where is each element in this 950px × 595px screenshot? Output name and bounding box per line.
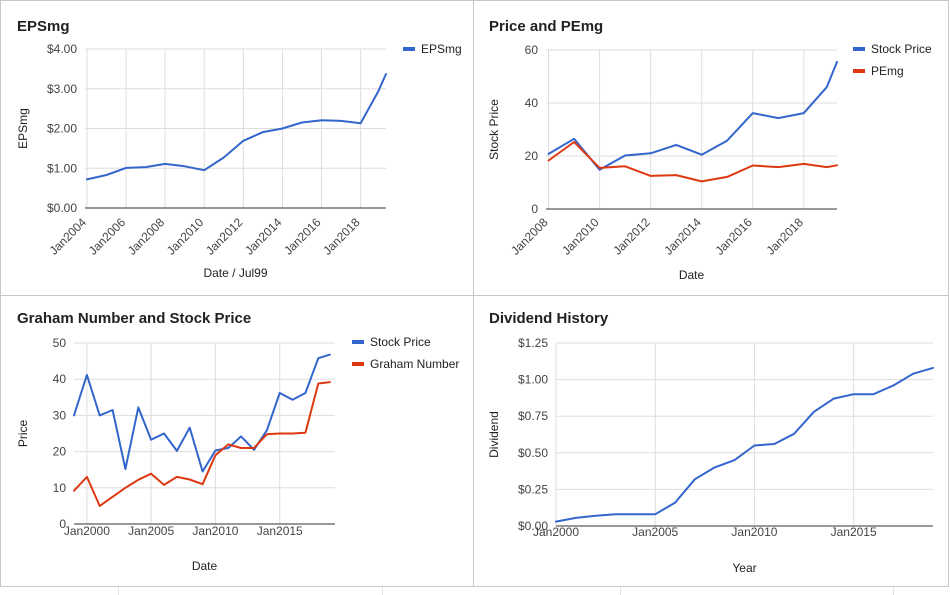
x-tick-label: Jan2005	[128, 524, 174, 538]
legend-label: Graham Number	[370, 357, 459, 371]
y-tick-label: $3.00	[47, 82, 77, 96]
x-tick-label: Jan2015	[257, 524, 303, 538]
x-tick-label: Jan2010	[559, 215, 602, 258]
chart-panel-graham-number: Graham Number and Stock Price 0 10 20 30 40 50…	[0, 295, 474, 587]
legend-swatch	[403, 47, 415, 51]
chart-title: Dividend History	[489, 310, 609, 327]
y-tick-label: $2.00	[47, 122, 77, 136]
legend-swatch	[853, 69, 865, 73]
strip-divider	[620, 587, 621, 595]
series-line-1	[547, 60, 838, 171]
x-tick-label: Jan2012	[610, 215, 653, 258]
legend-label: PEmg	[871, 64, 904, 78]
y-axis-label: Price	[16, 420, 30, 448]
legend-label: EPSmg	[421, 42, 462, 56]
y-tick-label: $1.25	[518, 336, 548, 350]
series-line-2	[547, 141, 838, 183]
x-tick-label: Jan2016	[712, 215, 755, 258]
chart-panel-epsmg: EPSmg $0.00 $1.00 $2.00 $3.00 $4.00 Jan2004 Jan…	[0, 0, 474, 296]
series-line-2	[73, 381, 331, 507]
x-tick-label: Jan2010	[731, 525, 777, 539]
x-axis-label: Date	[679, 268, 705, 282]
y-axis-label: Dividend	[487, 411, 501, 458]
y-tick-label: 10	[53, 481, 67, 495]
x-tick-label: Jan2004	[47, 215, 90, 258]
x-tick-label: Jan2012	[203, 215, 246, 258]
y-tick-label: $0.00	[47, 201, 77, 215]
y-tick-label: 60	[525, 43, 539, 57]
bottom-strip	[0, 587, 950, 595]
chart-svg-epsmg: EPSmg$0.00$1.00$2.00$3.00$4.00Jan2004Jan…	[16, 18, 462, 280]
chart-title: Price and PEmg	[489, 18, 603, 35]
series-line-1	[555, 366, 934, 523]
y-tick-label: $1.00	[47, 161, 77, 175]
x-tick-label: Jan2016	[281, 215, 324, 258]
series-line-1	[86, 73, 387, 181]
strip-divider	[118, 587, 119, 595]
chart-panel-dividend-history: Dividend History $0.00 $0.25 $0.50 $0.75 $1.0…	[473, 295, 949, 587]
y-tick-label: $0.25	[518, 482, 548, 496]
x-tick-label: Jan2008	[125, 215, 168, 258]
legend-swatch	[352, 340, 364, 344]
y-tick-label: 40	[53, 372, 67, 386]
x-tick-label: Jan2018	[320, 215, 363, 258]
legend-label: Stock Price	[871, 42, 932, 56]
y-tick-label: $0.50	[518, 446, 548, 460]
legend-label: Stock Price	[370, 335, 431, 349]
y-tick-label: 20	[525, 149, 539, 163]
x-axis-label: Year	[732, 561, 756, 575]
y-axis-label: Stock Price	[487, 99, 501, 160]
y-axis-label: EPSmg	[16, 108, 30, 149]
y-tick-label: 30	[53, 408, 67, 422]
chart-svg-dividend-history: Dividend History $0.00 $0.25 $0.50 $0.75 $1.0…	[487, 310, 934, 575]
strip-divider	[382, 587, 383, 595]
x-tick-label: Jan2010	[164, 215, 207, 258]
chart-title: Graham Number and Stock Price	[17, 310, 251, 327]
x-axis-label: Date / Jul99	[203, 266, 267, 280]
x-tick-label: Jan2000	[533, 525, 579, 539]
chart-svg-graham-number: Graham Number and Stock Price 0 10 20 30 40 50…	[16, 310, 459, 573]
y-tick-label: $0.75	[518, 409, 548, 423]
x-tick-label: Jan2005	[632, 525, 678, 539]
y-tick-label: 0	[59, 517, 66, 531]
x-tick-label: Jan2000	[64, 524, 110, 538]
y-tick-label: $4.00	[47, 42, 77, 56]
x-tick-label: Jan2018	[763, 215, 806, 258]
x-tick-label: Jan2015	[831, 525, 877, 539]
y-tick-label: 40	[525, 96, 539, 110]
y-tick-label: $0.00	[518, 519, 548, 533]
x-axis-label: Date	[192, 559, 218, 573]
y-tick-label: 50	[53, 336, 67, 350]
x-tick-label: Jan2014	[242, 215, 285, 258]
x-tick-label: Jan2006	[86, 215, 129, 258]
x-tick-label: Jan2008	[508, 215, 551, 258]
chart-panel-price-pemg: Price and PEmg 0 20 40 60 Jan2008 Jan2010 Jan20…	[473, 0, 949, 296]
y-tick-label: 0	[531, 202, 538, 216]
legend-swatch	[853, 47, 865, 51]
x-tick-label: Jan2010	[192, 524, 238, 538]
series-line-1	[73, 353, 331, 473]
strip-divider	[893, 587, 894, 595]
y-tick-label: 20	[53, 445, 67, 459]
chart-title: EPSmg	[17, 18, 70, 35]
y-tick-label: $1.00	[518, 373, 548, 387]
legend-swatch	[352, 362, 364, 366]
x-tick-label: Jan2014	[661, 215, 704, 258]
